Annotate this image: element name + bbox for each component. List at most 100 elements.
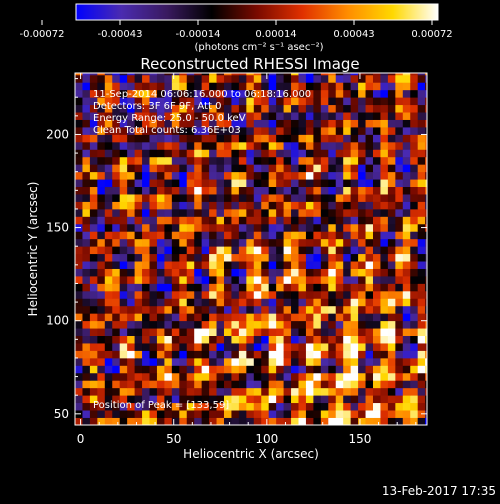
heatmap-cell bbox=[417, 276, 426, 284]
heatmap-cell bbox=[142, 253, 150, 262]
heatmap-cell bbox=[395, 380, 404, 389]
heatmap-cell bbox=[417, 268, 426, 277]
heatmap-cell bbox=[291, 253, 299, 262]
heatmap-cell bbox=[186, 231, 195, 240]
heatmap-cell bbox=[164, 380, 173, 389]
heatmap-cell bbox=[298, 201, 307, 210]
heatmap-cell bbox=[209, 276, 217, 284]
heatmap-cell bbox=[320, 261, 329, 269]
heatmap-cell bbox=[261, 231, 270, 240]
heatmap-cell bbox=[313, 313, 322, 322]
heatmap-cell bbox=[246, 97, 255, 106]
heatmap-cell bbox=[305, 357, 314, 366]
heatmap-cell bbox=[75, 112, 83, 120]
heatmap-cell bbox=[358, 261, 366, 269]
heatmap-cell bbox=[179, 410, 188, 418]
heatmap-cell bbox=[343, 119, 352, 128]
heatmap-cell bbox=[246, 320, 255, 329]
x-tick-label: 150 bbox=[348, 432, 371, 446]
heatmap-cell bbox=[410, 73, 419, 76]
heatmap-cell bbox=[276, 119, 284, 128]
heatmap-cell bbox=[372, 149, 381, 158]
heatmap-cell bbox=[387, 276, 396, 284]
heatmap-cell bbox=[112, 216, 121, 225]
heatmap-cell bbox=[179, 73, 188, 76]
heatmap-cell bbox=[186, 216, 195, 225]
heatmap-cell bbox=[75, 231, 83, 240]
heatmap-cell bbox=[320, 141, 329, 150]
heatmap-cell bbox=[380, 305, 389, 314]
heatmap-cell bbox=[104, 201, 113, 210]
heatmap-cell bbox=[201, 73, 210, 76]
heatmap-cell bbox=[395, 417, 404, 425]
heatmap-cell bbox=[82, 97, 91, 106]
heatmap-cell bbox=[365, 97, 374, 106]
heatmap-cell bbox=[201, 134, 210, 143]
heatmap-cell bbox=[358, 328, 366, 336]
heatmap-cell bbox=[127, 134, 135, 143]
heatmap-cell bbox=[171, 365, 180, 374]
heatmap-cell bbox=[372, 194, 381, 202]
heatmap-cell bbox=[149, 104, 158, 113]
heatmap-cell bbox=[372, 156, 381, 165]
heatmap-cell bbox=[238, 305, 247, 314]
heatmap-cell bbox=[372, 343, 381, 351]
heatmap-cell bbox=[156, 246, 165, 255]
heatmap-cell bbox=[231, 335, 240, 344]
heatmap-cell bbox=[335, 328, 344, 336]
heatmap-cell bbox=[75, 141, 83, 150]
heatmap-cell bbox=[186, 395, 195, 404]
heatmap-cell bbox=[223, 179, 232, 188]
heatmap-cell bbox=[104, 208, 113, 217]
heatmap-cell bbox=[372, 276, 381, 284]
heatmap-cell bbox=[387, 73, 396, 76]
heatmap-cell bbox=[112, 208, 121, 217]
heatmap-cell bbox=[343, 276, 352, 284]
heatmap-cell bbox=[268, 410, 277, 418]
heatmap-cell bbox=[238, 119, 247, 128]
heatmap-cell bbox=[335, 186, 344, 195]
heatmap-cell bbox=[231, 112, 240, 120]
heatmap-cell bbox=[127, 410, 135, 418]
heatmap-cell bbox=[283, 149, 292, 158]
heatmap-cell bbox=[156, 156, 165, 165]
heatmap-cell bbox=[402, 380, 411, 389]
heatmap-cell bbox=[209, 208, 217, 217]
heatmap-cell bbox=[238, 290, 247, 299]
heatmap-cell bbox=[82, 149, 91, 158]
heatmap-cell bbox=[89, 246, 98, 255]
heatmap-cell bbox=[97, 365, 106, 374]
heatmap-cell bbox=[313, 127, 322, 135]
heatmap-cell bbox=[358, 149, 366, 158]
heatmap-cell bbox=[350, 171, 359, 180]
heatmap-cell bbox=[276, 298, 284, 307]
heatmap-cell bbox=[142, 127, 150, 135]
heatmap-cell bbox=[276, 194, 284, 202]
heatmap-cell bbox=[387, 335, 396, 344]
heatmap-cell bbox=[291, 350, 299, 359]
heatmap-cell bbox=[320, 89, 329, 98]
heatmap-cell bbox=[410, 298, 419, 307]
heatmap-cell bbox=[127, 365, 135, 374]
heatmap-cell bbox=[201, 171, 210, 180]
heatmap-cell bbox=[328, 290, 337, 299]
heatmap-cell bbox=[97, 417, 106, 425]
heatmap-cell bbox=[89, 261, 98, 269]
heatmap-cell bbox=[335, 82, 344, 91]
heatmap-cell bbox=[328, 82, 337, 91]
heatmap-cell bbox=[387, 82, 396, 91]
heatmap-cell bbox=[75, 343, 83, 351]
heatmap-cell bbox=[410, 320, 419, 329]
heatmap-cell bbox=[82, 372, 91, 381]
heatmap-cell bbox=[358, 246, 366, 255]
heatmap-cell bbox=[149, 365, 158, 374]
heatmap-cell bbox=[209, 104, 217, 113]
heatmap-cell bbox=[223, 216, 232, 225]
heatmap-cell bbox=[350, 268, 359, 277]
heatmap-cell bbox=[201, 238, 210, 247]
heatmap-cell bbox=[402, 97, 411, 106]
heatmap-cell bbox=[298, 305, 307, 314]
heatmap-cell bbox=[238, 112, 247, 120]
heatmap-cell bbox=[119, 253, 128, 262]
